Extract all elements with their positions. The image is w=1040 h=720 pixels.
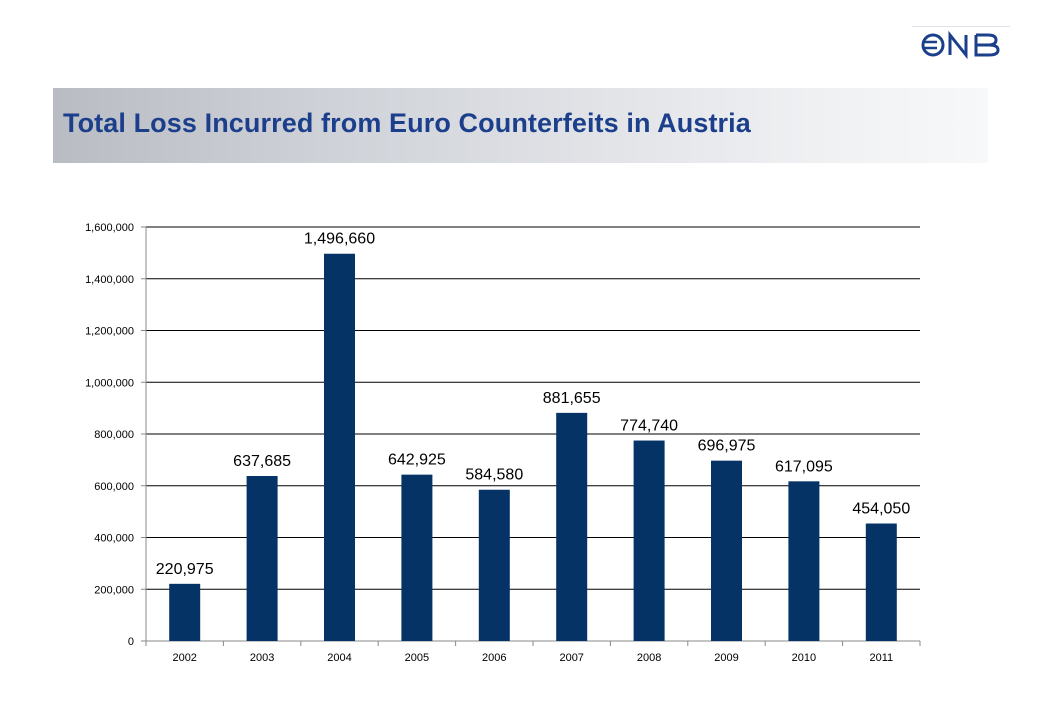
- data-label: 584,580: [465, 467, 523, 484]
- x-tick-label: 2010: [792, 652, 816, 664]
- bar-2004: [324, 253, 355, 641]
- x-tick-label: 2002: [172, 652, 196, 664]
- data-label: 454,050: [852, 501, 910, 518]
- bar-2009: [711, 460, 742, 641]
- x-tick-label: 2007: [559, 652, 583, 664]
- onb-logo: [912, 26, 1010, 63]
- title-band: Total Loss Incurred from Euro Counterfei…: [53, 88, 988, 163]
- y-tick-label: 0: [128, 636, 134, 648]
- bar-2002: [169, 583, 201, 641]
- data-label: 1,496,660: [304, 231, 375, 248]
- data-label: 774,740: [620, 418, 678, 435]
- bar-2011: [865, 523, 897, 641]
- bar-2003: [246, 475, 278, 641]
- bars: [169, 253, 897, 641]
- y-tick-label: 200,000: [94, 584, 134, 596]
- data-label: 642,925: [388, 452, 446, 469]
- y-tick-label: 1,400,000: [85, 274, 134, 286]
- x-tick-label: 2009: [714, 652, 738, 664]
- x-tick-label: 2011: [869, 652, 893, 664]
- x-tick-label: 2005: [405, 652, 429, 664]
- data-label: 696,975: [698, 438, 756, 455]
- x-tick-label: 2003: [250, 652, 274, 664]
- data-label: 220,975: [156, 561, 214, 578]
- y-tick-label: 600,000: [94, 481, 134, 493]
- onb-logo-mark: [921, 30, 1000, 60]
- y-tick-label: 1,600,000: [85, 222, 134, 234]
- chart-title: Total Loss Incurred from Euro Counterfei…: [63, 108, 751, 138]
- bar-2008: [633, 440, 665, 641]
- x-tick-label: 2006: [482, 652, 506, 664]
- bar-2007: [556, 412, 588, 641]
- y-tick-label: 1,200,000: [85, 326, 134, 338]
- data-label: 881,655: [543, 390, 601, 407]
- x-tick-label: 2004: [327, 652, 351, 664]
- bar-2005: [401, 474, 433, 641]
- y-tick-label: 800,000: [94, 429, 134, 441]
- bar-2006: [478, 489, 510, 641]
- x-tick-label: 2008: [637, 652, 661, 664]
- bar-2010: [788, 481, 820, 641]
- data-labels: 220,975 637,685 1,496,660 642,925 584,580 881…: [156, 231, 911, 578]
- y-tick-label: 400,000: [94, 533, 134, 545]
- data-label: 617,095: [775, 458, 833, 475]
- y-tick-label: 1,000,000: [85, 377, 134, 389]
- data-label: 637,685: [233, 453, 291, 470]
